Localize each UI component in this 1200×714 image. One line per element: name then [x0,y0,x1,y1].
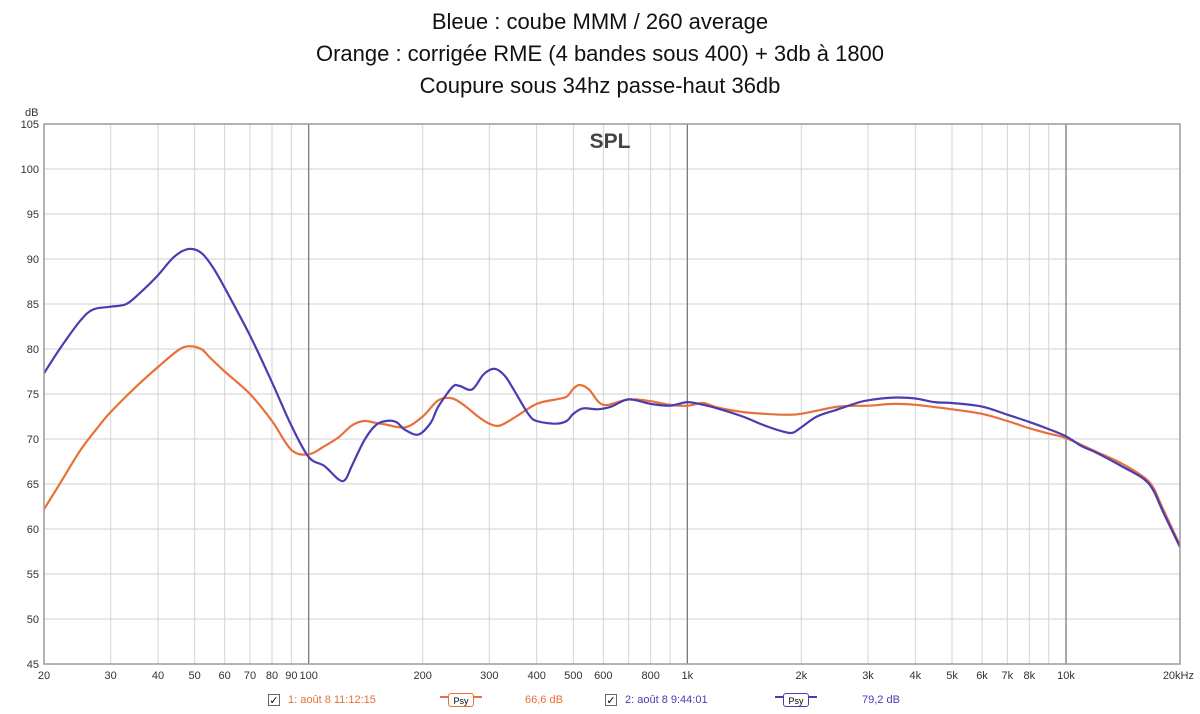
x-tick-labels: 20 30 40 50 60 70 80 90 100 200 300 400 500 600 800 1k 2… [38,670,1194,682]
x-tick-label-10000: 10k [1057,670,1075,682]
series-1-checkbox[interactable]: ✓ [268,694,280,707]
y-tick-label-55: 55 [27,569,39,581]
x-tick-label-500: 500 [564,670,582,682]
y-tick-label-65: 65 [27,479,39,491]
plot-frame [43,123,1181,665]
series-2-level: 79,2 dB [862,694,900,706]
x-tick-label-1000: 1k [682,670,694,682]
series-2-smoothing-button[interactable]: Psy [783,693,809,707]
x-tick-label-800: 800 [641,670,659,682]
y-tick-label-70: 70 [27,434,39,446]
x-tick-label-3000: 3k [862,670,874,682]
chart-title-line-3: Coupure sous 34hz passe-haut 36db [419,73,781,98]
y-axis-unit-label: dB [25,107,38,119]
x-tick-label-50: 50 [189,670,201,682]
y-tick-label-90: 90 [27,254,39,266]
x-tick-label-400: 400 [527,670,545,682]
x-tick-label-300: 300 [480,670,498,682]
y-tick-label-50: 50 [27,614,39,626]
x-tick-label-20000: 20kHz [1163,670,1194,682]
x-tick-label-7000: 7k [1002,670,1014,682]
x-tick-label-80: 80 [266,670,278,682]
series-2-curve [44,247,1180,549]
y-tick-label-75: 75 [27,389,39,401]
y-tick-label-105: 105 [21,119,39,131]
chart-title-line-1: Bleue : coube MMM / 260 average [431,9,769,34]
x-tick-label-600: 600 [594,670,612,682]
x-tick-label-30: 30 [105,670,117,682]
x-tick-label-5000: 5k [946,670,958,682]
series-1-smoothing-button[interactable]: Psy [448,693,474,707]
x-tick-label-200: 200 [413,670,431,682]
y-tick-label-80: 80 [27,344,39,356]
series-curves [44,247,1180,549]
x-tick-label-60: 60 [219,670,231,682]
x-tick-label-40: 40 [152,670,164,682]
legend-bar: ✓ 1: août 8 11:12:15 Psy 66,6 dB ✓ 2: ao… [0,688,1200,710]
series-1-name: 1: août 8 11:12:15 [288,694,376,706]
x-tick-label-90: 90 [285,670,297,682]
y-tick-labels: 105 100 95 90 85 80 75 70 65 60 55 50 45 [21,119,39,671]
y-tick-label-85: 85 [27,299,39,311]
x-tick-label-70: 70 [244,670,256,682]
y-tick-label-45: 45 [27,659,39,671]
y-tick-label-95: 95 [27,209,39,221]
chart-title-line-2: Orange : corrigée RME (4 bandes sous 400… [315,41,885,66]
x-tick-label-20: 20 [38,670,50,682]
x-tick-label-6000: 6k [976,670,988,682]
chart-title-block: Bleue : coube MMM / 260 average Orange :… [0,6,1200,102]
x-tick-label-2000: 2k [796,670,808,682]
y-tick-label-60: 60 [27,524,39,536]
y-tick-label-100: 100 [21,164,39,176]
series-1-level: 66,6 dB [525,694,563,706]
series-2-name: 2: août 8 9:44:01 [625,694,708,706]
plot-title-spl: SPL [590,130,631,153]
x-tick-label-100: 100 [299,670,317,682]
series-1-curve [44,345,1180,547]
x-tick-label-4000: 4k [910,670,922,682]
x-tick-label-8000: 8k [1024,670,1036,682]
series-2-checkbox[interactable]: ✓ [605,694,617,707]
